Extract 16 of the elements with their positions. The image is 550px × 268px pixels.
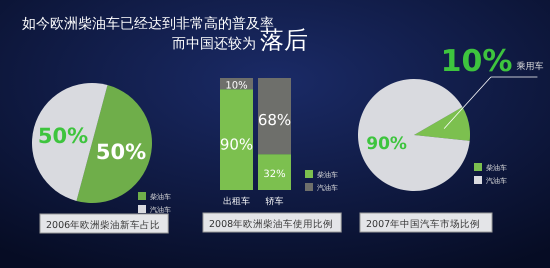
data-label: 90% [366, 134, 407, 154]
pie-slice [358, 79, 470, 191]
text: 乘用车 [516, 61, 544, 72]
text: 2008年欧洲柴油车使用比例 [209, 218, 334, 230]
pie-slice [414, 107, 470, 141]
text: 2007年中国汽车市场比例 [366, 218, 480, 230]
data-label: 10% [225, 80, 248, 92]
data-label: 68% [258, 110, 292, 129]
data-label: 90% [220, 136, 254, 154]
data-label: 32% [263, 169, 286, 180]
x-tick-label: 轿车 [266, 196, 284, 207]
data-label: 50% [38, 124, 88, 148]
x-tick-label: 出租车 [223, 196, 250, 207]
data-label: 50% [96, 140, 146, 164]
data-label: 10% [440, 44, 512, 79]
text: 2006年欧洲柴油新车占比 [46, 219, 160, 231]
